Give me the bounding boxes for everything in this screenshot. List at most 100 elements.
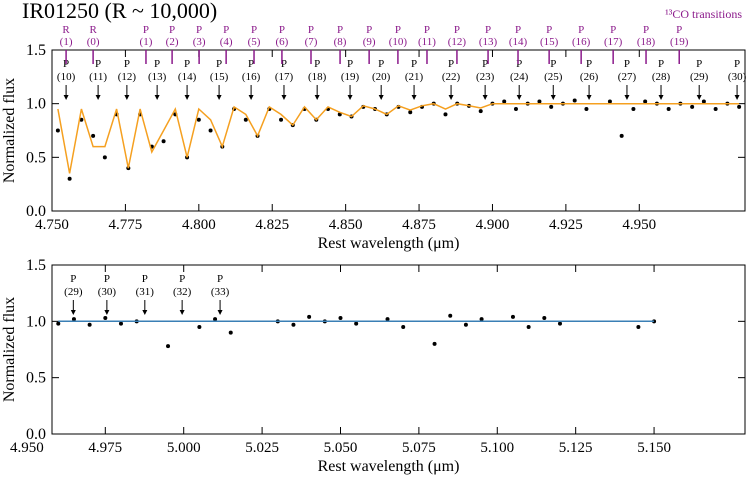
line-j: (16) — [242, 71, 261, 83]
chart-title: IR01250 (R ~ 10,000) — [22, 0, 217, 23]
line-branch: P — [516, 58, 522, 70]
x-tick-label: 5.125 — [559, 440, 593, 456]
co13-j: (1) — [60, 36, 73, 48]
arrow-head — [216, 95, 222, 100]
data-point — [502, 99, 507, 104]
arrow-head — [550, 95, 556, 100]
x-tick-label: 5.150 — [637, 440, 671, 456]
co13-branch: P — [143, 24, 149, 36]
y-tick-label: 1.0 — [26, 313, 46, 330]
co13-branch: P — [424, 24, 430, 36]
data-point — [572, 98, 577, 103]
y-tick-label: 1.5 — [26, 257, 46, 274]
co13-branch: P — [308, 24, 314, 36]
co13-branch: P — [169, 24, 175, 36]
line-j: (14) — [178, 71, 197, 83]
data-point — [619, 133, 624, 138]
data-point — [526, 324, 531, 329]
data-point — [338, 315, 343, 320]
co13-branch: P — [676, 24, 682, 36]
co13-branch: R — [62, 24, 70, 36]
data-point — [713, 107, 718, 112]
co13-j: (8) — [334, 36, 347, 48]
arrow-head — [217, 310, 223, 315]
co13-j: (14) — [509, 36, 528, 48]
data-point — [448, 313, 453, 318]
co13-heading: ¹³CO transitions — [665, 7, 742, 21]
arrow-head — [281, 95, 287, 100]
data-point — [166, 344, 171, 349]
line-j: (33) — [211, 286, 230, 298]
co13-branch: P — [643, 24, 649, 36]
data-point — [307, 314, 312, 319]
x-tick-label: 4.850 — [329, 217, 363, 233]
line-j: (25) — [544, 71, 563, 83]
co13-j: (5) — [248, 36, 261, 48]
x-tick-label: 4.875 — [402, 217, 436, 233]
data-point — [56, 321, 61, 326]
data-point — [478, 109, 483, 114]
co13-branch: P — [546, 24, 552, 36]
line-branch: P — [696, 58, 702, 70]
line-j: (26) — [580, 71, 599, 83]
x-tick-label: 5.075 — [402, 440, 436, 456]
line-branch: P — [95, 58, 101, 70]
arrow-head — [624, 95, 630, 100]
data-point — [228, 330, 233, 335]
data-point — [631, 107, 636, 112]
line-j: (19) — [341, 71, 360, 83]
co13-j: (0) — [87, 36, 100, 48]
line-branch: P — [70, 273, 76, 285]
line-j: (30) — [728, 71, 747, 83]
co13-j: (9) — [363, 36, 376, 48]
data-point — [557, 321, 562, 326]
arrow-head — [734, 95, 740, 100]
data-point — [401, 324, 406, 329]
arrow-head — [104, 310, 110, 315]
model-line — [57, 102, 740, 174]
line-branch: P — [658, 58, 664, 70]
x-tick-label: 5.050 — [324, 440, 358, 456]
line-branch: P — [216, 58, 222, 70]
data-point — [102, 155, 107, 160]
data-point — [690, 104, 695, 109]
line-branch: P — [378, 58, 384, 70]
co13-branch: P — [395, 24, 401, 36]
data-point — [443, 112, 448, 117]
arrow-head — [154, 95, 160, 100]
arrow-head — [482, 95, 488, 100]
line-branch: P — [314, 58, 320, 70]
x-tick-label: 4.950 — [10, 440, 44, 456]
data-point — [479, 317, 484, 322]
co13-j: (4) — [220, 36, 233, 48]
co13-j: (12) — [448, 36, 467, 48]
co13-j: (1) — [140, 36, 153, 48]
x-tick-label: 4.800 — [182, 217, 216, 233]
data-point — [432, 341, 437, 346]
y-axis-label: Normalized flux — [1, 78, 18, 183]
line-j: (17) — [275, 71, 294, 83]
line-j: (27) — [618, 71, 637, 83]
x-tick-label: 5.000 — [167, 440, 201, 456]
line-j: (29) — [64, 286, 83, 298]
x-tick-label: 4.750 — [35, 217, 69, 233]
co13-branch: P — [279, 24, 285, 36]
data-point — [643, 99, 648, 104]
line-branch: P — [217, 273, 223, 285]
line-j: (30) — [98, 286, 117, 298]
y-tick-label: 1.5 — [26, 42, 46, 59]
data-point — [197, 324, 202, 329]
line-branch: P — [104, 273, 110, 285]
line-branch: P — [184, 58, 190, 70]
data-point — [408, 110, 413, 115]
line-branch: P — [586, 58, 592, 70]
co13-j: (3) — [193, 36, 206, 48]
line-branch: P — [624, 58, 630, 70]
arrow-head — [314, 95, 320, 100]
arrow-head — [63, 95, 69, 100]
co13-j: (17) — [604, 36, 623, 48]
arrow-head — [347, 95, 353, 100]
co13-j: (16) — [572, 36, 591, 48]
data-point — [701, 99, 706, 104]
arrow-head — [70, 310, 76, 315]
